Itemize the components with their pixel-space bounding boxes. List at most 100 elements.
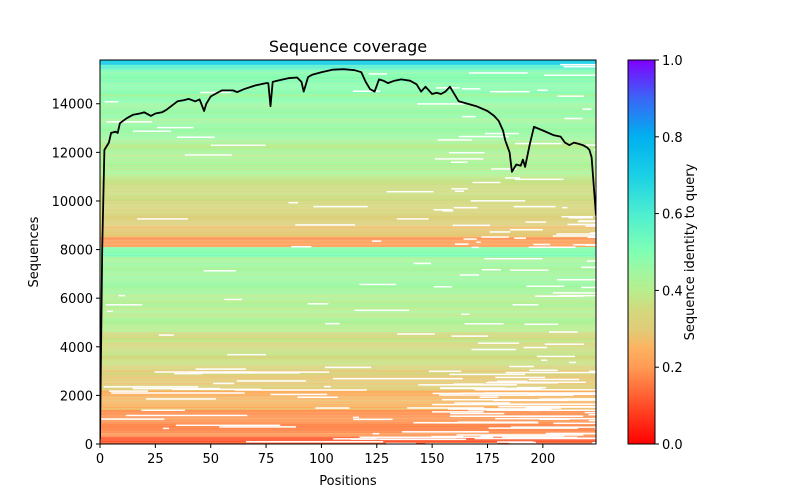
heatmap-row bbox=[100, 306, 596, 308]
heatmap-row bbox=[100, 113, 596, 115]
heatmap-row bbox=[100, 431, 596, 433]
heatmap-row bbox=[100, 218, 596, 220]
heatmap-row bbox=[100, 283, 596, 285]
gap-segment bbox=[548, 331, 578, 333]
heatmap-row bbox=[100, 201, 596, 203]
heatmap-row bbox=[100, 253, 596, 255]
heatmap-row bbox=[100, 94, 596, 96]
heatmap-row bbox=[100, 221, 596, 223]
heatmap-row bbox=[100, 171, 596, 173]
gap-segment bbox=[307, 303, 329, 305]
colorbar-tick-label: 0.0 bbox=[662, 438, 683, 453]
gap-segment bbox=[454, 402, 510, 404]
heatmap-row bbox=[100, 300, 596, 302]
gap-segment bbox=[163, 427, 169, 430]
heatmap-row bbox=[100, 340, 596, 342]
heatmap-row bbox=[100, 180, 596, 182]
heatmap-row bbox=[100, 86, 596, 88]
heatmap-row bbox=[100, 368, 596, 370]
heatmap-row bbox=[100, 270, 596, 272]
heatmap-row bbox=[100, 238, 596, 240]
heatmap-row bbox=[100, 421, 596, 423]
gap-segment bbox=[352, 90, 381, 92]
heatmap-row bbox=[100, 294, 596, 296]
heatmap-row bbox=[100, 345, 596, 347]
gap-segment bbox=[437, 139, 472, 141]
heatmap-row bbox=[100, 210, 596, 212]
heatmap-row bbox=[100, 335, 596, 337]
heatmap-row bbox=[100, 412, 596, 414]
heatmap-row bbox=[100, 442, 596, 444]
gap-segment bbox=[100, 418, 165, 420]
gap-segment bbox=[227, 353, 267, 356]
gap-segment bbox=[549, 432, 596, 435]
heatmap-row bbox=[100, 381, 596, 383]
heatmap-row bbox=[100, 139, 596, 141]
gap-segment bbox=[463, 238, 477, 240]
gap-segment bbox=[493, 399, 568, 402]
heatmap-row bbox=[100, 360, 596, 362]
heatmap-row bbox=[100, 84, 596, 86]
heatmap-row bbox=[100, 327, 596, 329]
heatmap-row bbox=[100, 71, 596, 73]
gap-segment bbox=[417, 103, 465, 105]
heatmap-row bbox=[100, 269, 596, 270]
heatmap-row bbox=[100, 101, 596, 103]
gap-segment bbox=[372, 432, 380, 435]
heatmap-row bbox=[100, 184, 596, 186]
heatmap-row bbox=[100, 376, 596, 378]
gap-segment bbox=[556, 278, 596, 281]
gap-segment bbox=[219, 426, 297, 428]
gap-segment bbox=[454, 190, 464, 192]
heatmap-row bbox=[100, 75, 596, 77]
heatmap-row bbox=[100, 203, 596, 205]
heatmap-row bbox=[100, 332, 596, 334]
y-tick-label: 12000 bbox=[52, 146, 93, 161]
gap-segment bbox=[359, 436, 494, 438]
heatmap-row bbox=[100, 307, 596, 309]
heatmap-row bbox=[100, 362, 596, 364]
heatmap-row bbox=[100, 251, 596, 252]
heatmap-row bbox=[100, 249, 596, 251]
heatmap-row bbox=[100, 107, 596, 109]
gap-segment bbox=[567, 223, 596, 226]
heatmap-row bbox=[100, 392, 596, 394]
heatmap-row bbox=[100, 65, 596, 67]
gap-segment bbox=[497, 380, 528, 382]
heatmap-row bbox=[100, 349, 596, 351]
heatmap-row bbox=[100, 397, 596, 399]
x-tick-label: 25 bbox=[147, 452, 164, 467]
gap-segment bbox=[313, 205, 368, 208]
heatmap-row bbox=[100, 406, 596, 408]
heatmap-row bbox=[100, 128, 596, 130]
gap-segment bbox=[432, 411, 484, 413]
heatmap-row bbox=[100, 60, 596, 62]
heatmap-row bbox=[100, 93, 596, 95]
heatmap-row bbox=[100, 106, 596, 108]
heatmap-row bbox=[100, 116, 596, 118]
heatmap-row bbox=[100, 355, 596, 357]
heatmap-row bbox=[100, 115, 596, 117]
gap-segment bbox=[109, 390, 148, 392]
heatmap-row bbox=[100, 336, 596, 338]
heatmap-row bbox=[100, 387, 596, 389]
gap-segment bbox=[106, 310, 114, 313]
gap-segment bbox=[543, 74, 596, 76]
gap-segment bbox=[111, 392, 245, 394]
heatmap-row bbox=[100, 118, 596, 120]
heatmap-row bbox=[100, 213, 596, 215]
heatmap-row bbox=[100, 228, 596, 230]
heatmap-row bbox=[100, 245, 596, 247]
gap-segment bbox=[433, 286, 453, 288]
heatmap-row bbox=[100, 264, 596, 266]
heatmap-row bbox=[100, 195, 596, 197]
heatmap-row bbox=[100, 339, 596, 340]
heatmap-row bbox=[100, 212, 596, 214]
heatmap-row bbox=[100, 197, 596, 199]
gap-segment bbox=[489, 90, 530, 93]
heatmap-row bbox=[100, 261, 596, 263]
heatmap-row bbox=[100, 322, 596, 324]
heatmap-row bbox=[100, 135, 596, 137]
y-tick-label: 0 bbox=[85, 438, 93, 453]
heatmap-row bbox=[100, 394, 596, 396]
